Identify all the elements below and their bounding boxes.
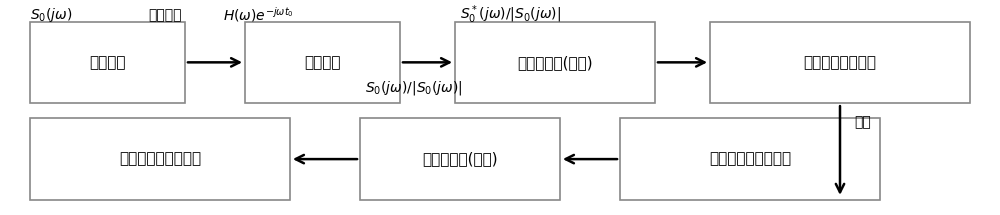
Text: 滤波器处理(还原): 滤波器处理(还原) <box>422 152 498 167</box>
Text: 去多途后的压缩信号: 去多途后的压缩信号 <box>709 152 791 167</box>
FancyBboxPatch shape <box>620 118 880 200</box>
FancyBboxPatch shape <box>245 22 400 103</box>
FancyBboxPatch shape <box>30 22 185 103</box>
FancyBboxPatch shape <box>360 118 560 200</box>
Text: 滤波器处理(压缩): 滤波器处理(压缩) <box>517 55 593 70</box>
Text: 压缩后的接收信号: 压缩后的接收信号 <box>804 55 876 70</box>
Text: 接收信号: 接收信号 <box>304 55 341 70</box>
FancyBboxPatch shape <box>710 22 970 103</box>
Text: 信道传输: 信道传输 <box>148 8 182 22</box>
Text: $H(\omega)e^{-j\omega t_0}$: $H(\omega)e^{-j\omega t_0}$ <box>223 6 294 25</box>
Text: 截取: 截取 <box>854 115 871 130</box>
Text: 发射信号: 发射信号 <box>89 55 126 70</box>
FancyBboxPatch shape <box>455 22 655 103</box>
Text: 去多途后的接收信号: 去多途后的接收信号 <box>119 152 201 167</box>
Text: $S_0^*(j\omega)/|S_0(j\omega)|$: $S_0^*(j\omega)/|S_0(j\omega)|$ <box>460 4 561 26</box>
FancyBboxPatch shape <box>30 118 290 200</box>
Text: $S_0(j\omega)/|S_0(j\omega)|$: $S_0(j\omega)/|S_0(j\omega)|$ <box>365 79 463 97</box>
Text: $S_0(j\omega)$: $S_0(j\omega)$ <box>30 6 72 24</box>
